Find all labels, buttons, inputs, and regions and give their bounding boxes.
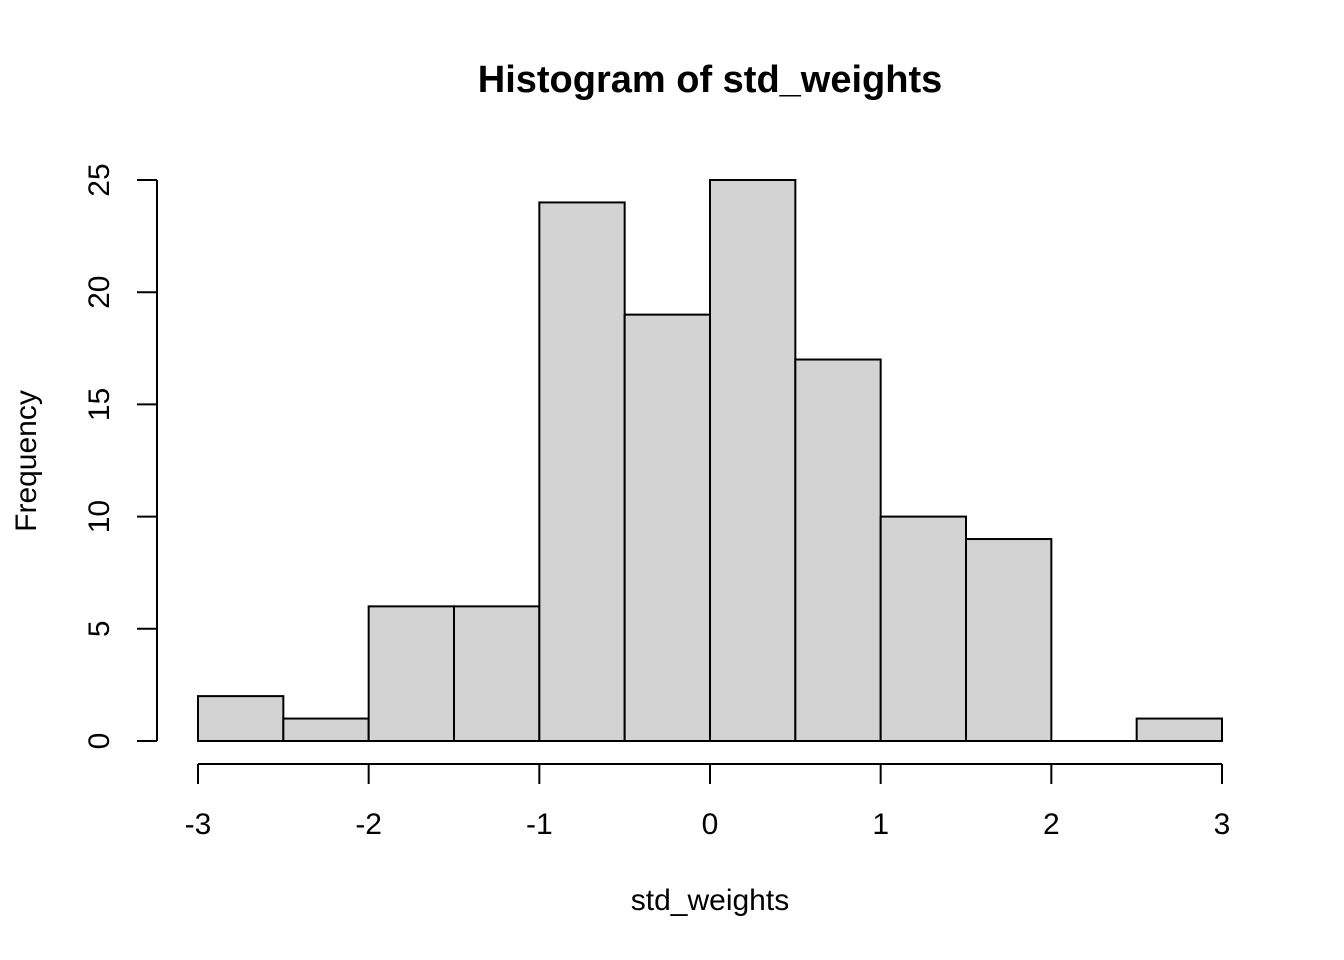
histogram-bar (453, 605, 541, 742)
histogram-bar (623, 313, 712, 742)
y-tick-label: 15 (83, 388, 116, 421)
y-axis-label: Frequency (10, 390, 43, 532)
x-tick-label: -2 (355, 808, 382, 841)
histogram-bar (879, 515, 968, 742)
histogram-bar (709, 179, 797, 742)
y-axis: 0 5 10 15 20 25 (83, 163, 158, 750)
y-tick-label: 20 (83, 276, 116, 309)
y-tick-label: 25 (83, 163, 116, 196)
histogram-bar (794, 358, 882, 742)
bars-group (197, 179, 1223, 742)
x-tick-label: -1 (526, 808, 553, 841)
x-tick-label: 3 (1214, 808, 1231, 841)
histogram-bar (965, 538, 1053, 742)
histogram-bar (538, 201, 626, 742)
histogram-bar (197, 695, 285, 742)
x-tick-label: 1 (872, 808, 889, 841)
x-tick-label: 2 (1043, 808, 1060, 841)
histogram-bar (1135, 717, 1223, 742)
y-tick-label: 10 (83, 500, 116, 533)
histogram-bar (282, 717, 370, 742)
x-tick-label: 0 (702, 808, 719, 841)
x-tick-label: -3 (185, 808, 212, 841)
y-tick-label: 5 (83, 620, 116, 637)
x-axis: -3 -2 -1 0 1 2 3 (185, 763, 1231, 841)
x-axis-label: std_weights (631, 884, 789, 917)
histogram-bar (367, 605, 455, 742)
chart-title: Histogram of std_weights (478, 59, 943, 101)
y-tick-label: 0 (83, 733, 116, 750)
